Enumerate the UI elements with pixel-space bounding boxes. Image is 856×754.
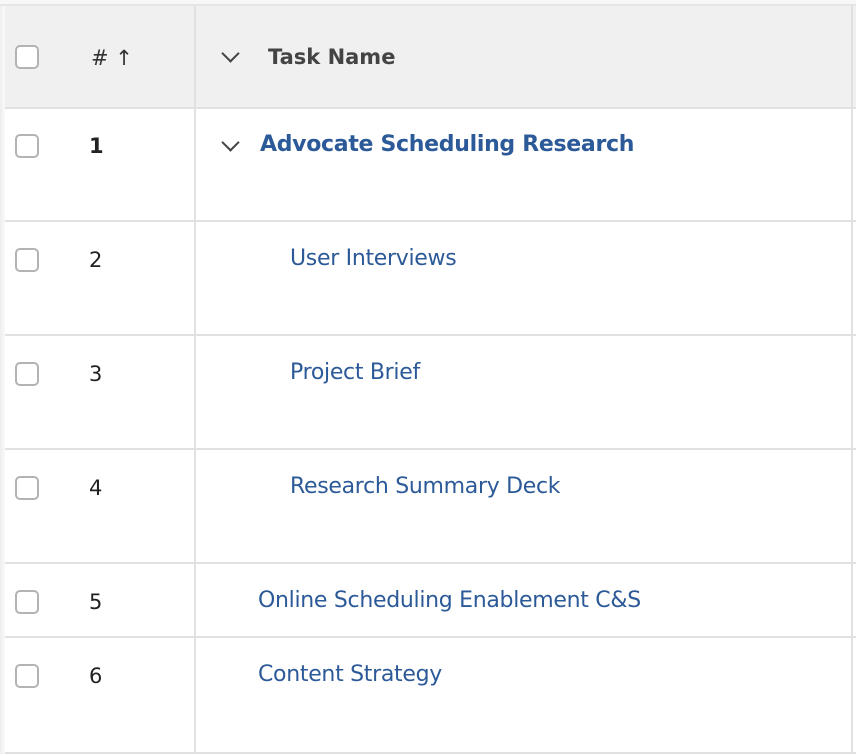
table-row[interactable]: 1 Advocate Scheduling Research: [0, 108, 856, 222]
row-checkbox[interactable]: [15, 590, 39, 614]
row-checkbox[interactable]: [15, 362, 39, 386]
row-number: 3: [89, 362, 103, 386]
column-divider: [851, 336, 853, 448]
select-all-checkbox[interactable]: [15, 45, 39, 69]
column-divider: [851, 638, 853, 752]
task-name-column-header[interactable]: Task Name: [268, 45, 396, 69]
column-divider: [194, 638, 196, 752]
table-row[interactable]: 6 Content Strategy: [0, 638, 856, 754]
column-divider: [851, 108, 853, 220]
task-name-link[interactable]: Advocate Scheduling Research: [260, 132, 635, 157]
column-divider[interactable]: [851, 6, 853, 107]
column-divider: [194, 336, 196, 448]
column-divider: [194, 222, 196, 334]
row-number: 6: [89, 664, 103, 688]
number-column-header[interactable]: # ↑: [91, 46, 133, 70]
column-divider: [851, 564, 853, 636]
row-number: 4: [89, 476, 103, 500]
row-checkbox[interactable]: [15, 664, 39, 688]
row-checkbox[interactable]: [15, 134, 39, 158]
column-divider: [194, 564, 196, 636]
table-row[interactable]: 3 Project Brief: [0, 336, 856, 450]
task-name-link[interactable]: Research Summary Deck: [290, 474, 561, 499]
collapse-all-chevron-icon[interactable]: [221, 44, 240, 63]
table-row[interactable]: 5 Online Scheduling Enablement C&S: [0, 564, 856, 638]
row-number: 1: [89, 134, 104, 158]
task-name-link[interactable]: Project Brief: [290, 360, 420, 385]
left-edge: [0, 6, 5, 754]
table-row[interactable]: 4 Research Summary Deck: [0, 450, 856, 564]
column-divider: [194, 108, 196, 220]
task-name-link[interactable]: Online Scheduling Enablement C&S: [258, 588, 641, 613]
top-border: [0, 0, 856, 6]
column-divider: [851, 222, 853, 334]
column-divider[interactable]: [194, 6, 196, 107]
row-number: 5: [89, 590, 103, 614]
row-checkbox[interactable]: [15, 476, 39, 500]
row-checkbox[interactable]: [15, 248, 39, 272]
table-header: # ↑ Task Name: [0, 6, 856, 109]
column-divider: [194, 450, 196, 562]
row-number: 2: [89, 248, 103, 272]
task-name-link[interactable]: User Interviews: [290, 246, 457, 271]
column-divider: [851, 450, 853, 562]
task-name-link[interactable]: Content Strategy: [258, 662, 442, 687]
table-row[interactable]: 2 User Interviews: [0, 222, 856, 336]
collapse-chevron-icon[interactable]: [221, 133, 240, 152]
